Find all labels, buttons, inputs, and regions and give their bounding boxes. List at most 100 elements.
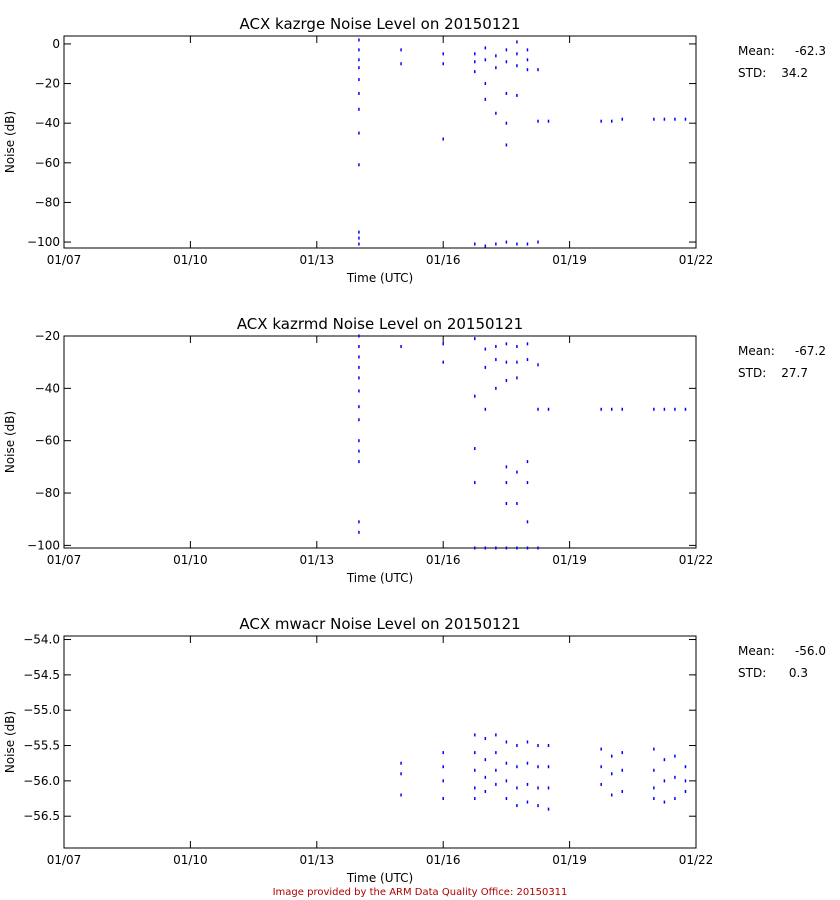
data-point bbox=[610, 754, 613, 758]
y-tick-label: −55.5 bbox=[23, 739, 60, 753]
x-tick-label: 01/07 bbox=[47, 253, 82, 267]
data-point bbox=[358, 355, 360, 359]
y-tick-label: 0 bbox=[52, 37, 60, 51]
chart-panel-1: ACX kazrge Noise Level on 20150121 0 −20 −4… bbox=[3, 15, 826, 285]
data-point bbox=[358, 131, 360, 135]
x-tick-label: 01/07 bbox=[47, 553, 82, 567]
data-point bbox=[600, 765, 602, 769]
data-point bbox=[653, 747, 655, 751]
data-point bbox=[674, 754, 676, 758]
x-tick-label: 01/19 bbox=[552, 253, 587, 267]
x-tick-label: 01/07 bbox=[47, 853, 82, 867]
data-point bbox=[495, 242, 497, 246]
data-point bbox=[505, 360, 508, 364]
data-point bbox=[358, 376, 360, 380]
data-point bbox=[621, 117, 624, 121]
data-point bbox=[474, 797, 476, 801]
data-point bbox=[358, 66, 360, 70]
y-tick-label: −40 bbox=[35, 381, 60, 395]
data-point bbox=[505, 465, 508, 469]
x-tick-label: 01/13 bbox=[300, 253, 335, 267]
data-point bbox=[474, 786, 476, 790]
chart-title: ACX kazrge Noise Level on 20150121 bbox=[240, 15, 521, 33]
data-point bbox=[600, 407, 602, 411]
data-point bbox=[516, 786, 518, 790]
data-point bbox=[358, 236, 360, 240]
data-point bbox=[505, 502, 508, 506]
data-point bbox=[474, 733, 476, 737]
data-point bbox=[653, 407, 655, 411]
data-point bbox=[495, 768, 497, 772]
x-tick-label: 01/19 bbox=[552, 553, 587, 567]
data-point bbox=[537, 68, 539, 72]
data-point bbox=[674, 407, 676, 411]
x-tick-label: 01/10 bbox=[173, 853, 208, 867]
data-point bbox=[505, 60, 508, 64]
data-point bbox=[516, 744, 518, 748]
data-point bbox=[400, 772, 402, 776]
data-point bbox=[442, 797, 444, 801]
data-point bbox=[516, 40, 518, 44]
data-point bbox=[526, 800, 529, 804]
data-point bbox=[526, 342, 529, 346]
data-point bbox=[526, 761, 529, 765]
data-point bbox=[663, 758, 666, 762]
x-tick-label: 01/13 bbox=[300, 853, 335, 867]
x-axis-label: Time (UTC) bbox=[346, 871, 413, 885]
mean-label: Mean: bbox=[738, 344, 775, 358]
data-point bbox=[495, 66, 497, 70]
x-tick-label: 01/16 bbox=[426, 253, 461, 267]
data-point bbox=[495, 111, 497, 115]
x-tick-label: 01/16 bbox=[426, 553, 461, 567]
data-point bbox=[663, 779, 666, 783]
data-point bbox=[484, 736, 487, 740]
data-point bbox=[547, 119, 550, 123]
data-point bbox=[484, 407, 487, 411]
data-point bbox=[484, 365, 487, 369]
x-tick-label: 01/16 bbox=[426, 853, 461, 867]
data-point bbox=[442, 62, 444, 66]
data-point bbox=[505, 378, 508, 382]
std-value: 27.7 bbox=[781, 366, 808, 380]
plot-frame bbox=[63, 335, 697, 549]
data-point bbox=[526, 782, 529, 786]
data-point bbox=[516, 360, 518, 364]
std-value: 0.3 bbox=[789, 666, 808, 680]
data-point bbox=[442, 137, 444, 141]
data-point bbox=[495, 344, 497, 348]
data-point bbox=[547, 807, 550, 811]
data-point bbox=[526, 546, 529, 550]
data-point bbox=[526, 242, 529, 246]
data-point bbox=[547, 786, 550, 790]
data-point bbox=[358, 439, 360, 443]
data-point bbox=[505, 779, 508, 783]
data-point bbox=[358, 38, 360, 42]
data-point bbox=[474, 751, 476, 755]
data-point bbox=[600, 747, 602, 751]
data-point bbox=[610, 119, 613, 123]
data-point bbox=[358, 58, 360, 62]
data-point bbox=[537, 804, 539, 808]
data-point bbox=[400, 761, 402, 765]
data-point bbox=[516, 344, 518, 348]
data-point bbox=[484, 347, 487, 351]
x-tick-label: 01/19 bbox=[552, 853, 587, 867]
data-point bbox=[537, 363, 539, 367]
data-point bbox=[400, 48, 402, 52]
mean-value: -56.0 bbox=[795, 644, 826, 658]
chart-title: ACX mwacr Noise Level on 20150121 bbox=[239, 615, 520, 633]
data-point bbox=[526, 358, 529, 362]
data-point bbox=[547, 765, 550, 769]
data-point bbox=[684, 789, 687, 793]
y-tick-label: −20 bbox=[35, 329, 60, 343]
y-tick-label: −100 bbox=[27, 538, 60, 552]
data-point bbox=[621, 407, 624, 411]
data-point bbox=[442, 765, 444, 769]
data-point bbox=[505, 91, 508, 95]
std-label: STD: bbox=[738, 66, 766, 80]
y-tick-label: −60 bbox=[35, 156, 60, 170]
data-point bbox=[358, 344, 360, 348]
data-point bbox=[505, 761, 508, 765]
data-point bbox=[495, 733, 497, 737]
data-point bbox=[474, 70, 476, 74]
